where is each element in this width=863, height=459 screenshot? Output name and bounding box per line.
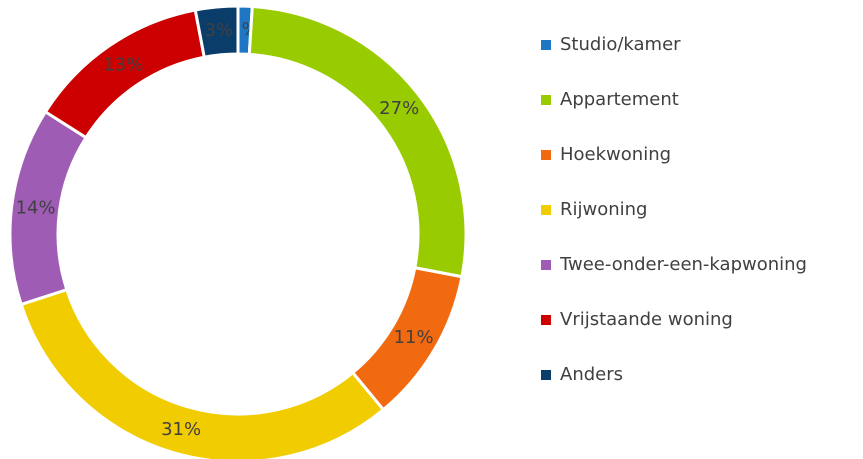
value-label: 27% [379, 98, 419, 119]
legend-label: Hoekwoning [560, 144, 671, 165]
legend-label: Rijwoning [560, 199, 648, 220]
legend-label: Twee-onder-een-kapwoning [559, 254, 807, 275]
legend-swatch [541, 95, 551, 105]
donut-slice [247, 4, 468, 279]
legend-swatch [541, 205, 551, 215]
value-label: 11% [394, 327, 434, 348]
legend-swatch [541, 260, 551, 270]
legend-swatch [541, 40, 551, 50]
legend-label: Vrijstaande woning [560, 309, 733, 330]
donut-slice [193, 4, 240, 59]
legend-swatch [541, 150, 551, 160]
legend-label: Appartement [560, 89, 679, 110]
legend-swatch [541, 315, 551, 325]
legend-swatch [541, 370, 551, 380]
donut-slice [19, 287, 386, 459]
legend-label: Studio/kamer [560, 34, 681, 55]
legend-label: Anders [560, 364, 623, 385]
value-label: 13% [103, 54, 143, 75]
value-label: 14% [16, 197, 56, 218]
value-label: 3% [205, 20, 234, 41]
value-label: 31% [161, 419, 201, 440]
